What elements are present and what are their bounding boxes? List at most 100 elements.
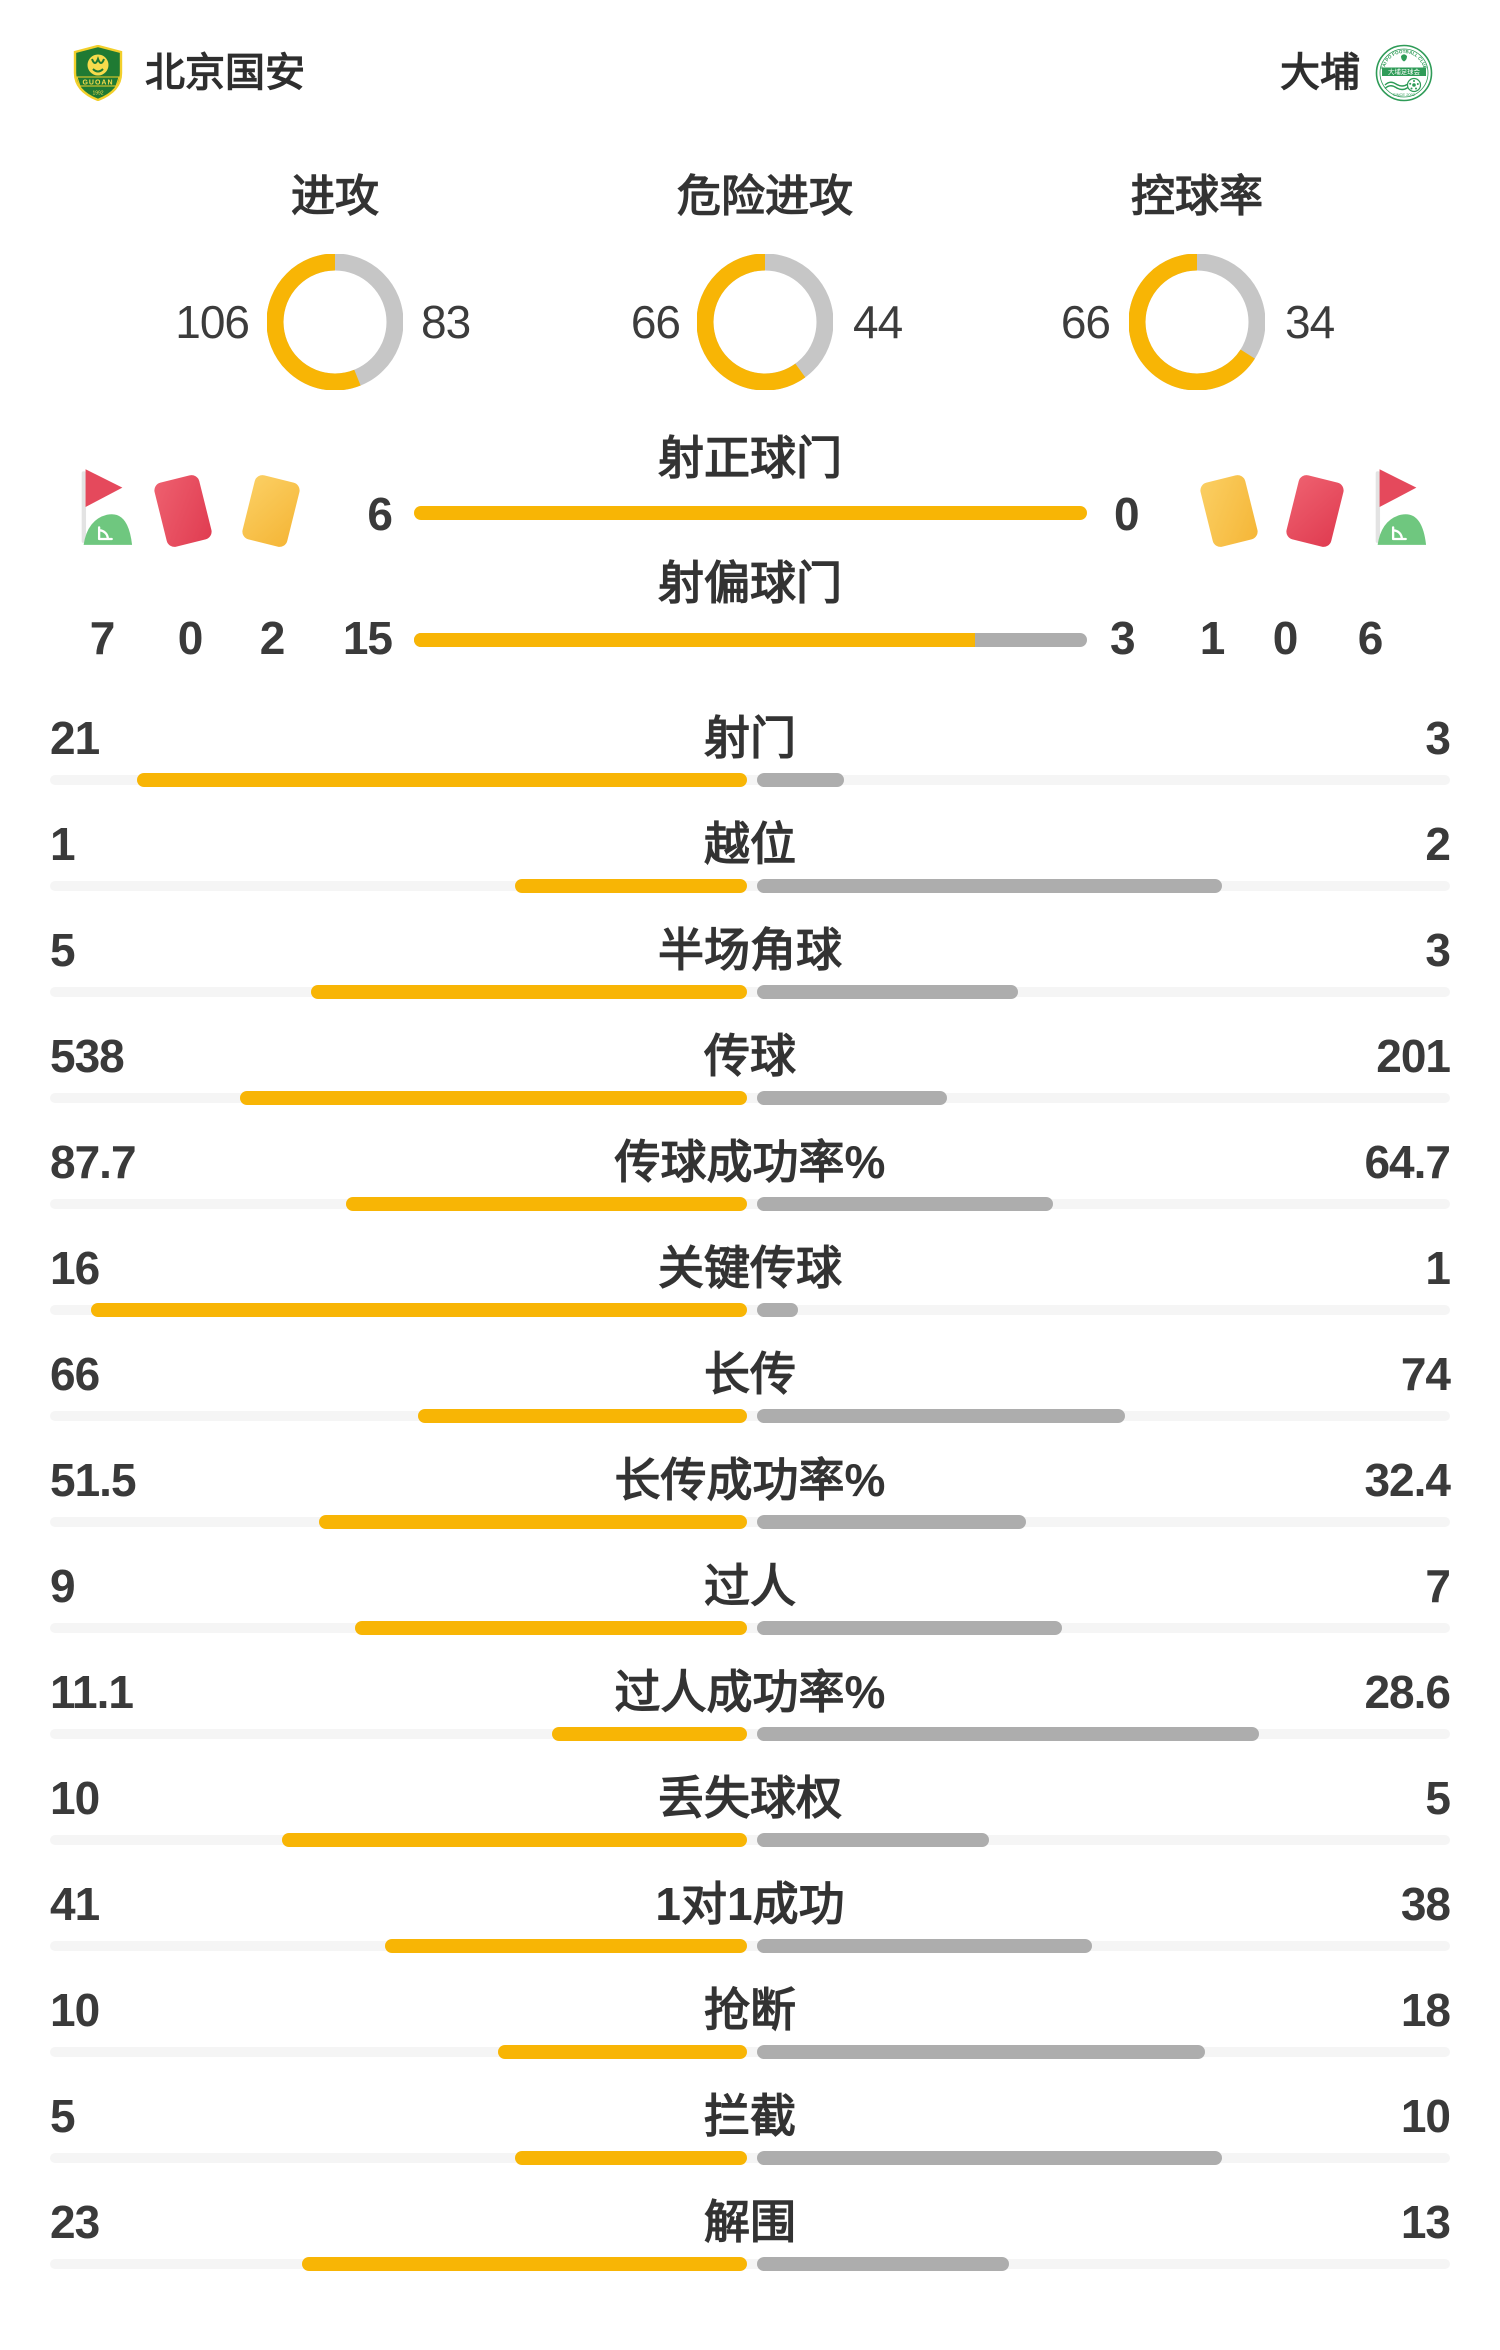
stat-row: 5 拦截 10 (0, 2084, 1500, 2190)
stat-bar-home (552, 1727, 747, 1741)
stat-home-value: 5 (50, 2090, 76, 2142)
svg-text:GUOAN: GUOAN (82, 80, 113, 87)
away-corner-flag-icon (1366, 464, 1428, 552)
stat-home-value: 66 (50, 1348, 100, 1400)
stat-row: 1 越位 2 (0, 812, 1500, 918)
stat-label: 传球 (704, 1030, 796, 1082)
stat-row: 51.5 长传成功率% 32.4 (0, 1448, 1500, 1554)
stat-bar-away (757, 1515, 1027, 1529)
stat-bar-home (319, 1515, 747, 1529)
stat-bar-home (514, 879, 747, 893)
stat-row: 21 射门 3 (0, 706, 1500, 812)
stat-label: 过人成功率% (614, 1666, 886, 1718)
stat-bar-away (757, 1197, 1053, 1211)
stat-home-value: 1 (50, 818, 76, 870)
stat-label: 长传 (704, 1348, 796, 1400)
stat-bar-home (239, 1091, 747, 1105)
stat-home-value: 23 (50, 2196, 100, 2248)
donut-home-value: 106 (175, 296, 250, 348)
stat-away-value: 2 (1425, 818, 1451, 870)
stat-label: 关键传球 (658, 1242, 842, 1294)
stat-label: 拦截 (704, 2090, 796, 2142)
stat-label: 越位 (704, 818, 796, 870)
stat-bar-track (50, 1199, 1450, 1209)
shots-off-target-bar-home-fill (414, 633, 975, 647)
stat-row: 10 丢失球权 5 (0, 1766, 1500, 1872)
stat-label: 传球成功率% (614, 1136, 886, 1188)
home-red-cards-count: 0 (177, 612, 204, 664)
stat-row: 41 1对1成功 38 (0, 1872, 1500, 1978)
stat-label: 长传成功率% (614, 1454, 886, 1506)
stat-bar-away (757, 1621, 1062, 1635)
home-yellow-cards-count: 2 (259, 612, 286, 664)
stat-label: 射门 (704, 712, 796, 764)
stat-row: 87.7 传球成功率% 64.7 (0, 1130, 1500, 1236)
shots-off-away-value: 3 (1110, 612, 1136, 664)
stat-home-value: 10 (50, 1772, 100, 1824)
stat-bar-track (50, 987, 1450, 997)
stat-bar-track (50, 1093, 1450, 1103)
stat-bar-home (418, 1409, 747, 1423)
stat-home-value: 41 (50, 1878, 100, 1930)
stat-row: 23 解围 13 (0, 2190, 1500, 2296)
stat-away-value: 28.6 (1364, 1666, 1451, 1718)
away-corners-count: 6 (1357, 612, 1384, 664)
donut-away-value: 44 (853, 296, 903, 348)
stat-bar-home (91, 1303, 747, 1317)
home-team-header[interactable]: GUOAN 1992 北京国安 (0, 0, 700, 120)
donut-home-value: 66 (1060, 296, 1111, 348)
stat-bar-away (757, 2151, 1222, 2165)
stat-row: 5 半场角球 3 (0, 918, 1500, 1024)
away-team-header[interactable]: 大埔 TAI PO FOOTBALL CLUB 大埔足球会 SINCE 2002 (800, 0, 1500, 120)
possession-donut-chart (1129, 254, 1265, 390)
away-red-cards-count: 0 (1272, 612, 1299, 664)
svg-text:大埔足球会: 大埔足球会 (1388, 67, 1421, 76)
stat-bar-away (757, 1409, 1126, 1423)
stat-bar-track (50, 1729, 1450, 1739)
stat-away-value: 13 (1400, 2196, 1451, 2248)
stat-bar-track (50, 1835, 1450, 1845)
donut-label-dangerous-attacks: 危险进攻 (677, 172, 853, 221)
stat-bar-track (50, 1517, 1450, 1527)
donut-home-value: 66 (630, 296, 681, 348)
stat-row: 10 抢断 18 (0, 1978, 1500, 2084)
attacks-donut-chart (267, 254, 403, 390)
stat-bar-away (757, 2045, 1206, 2059)
home-corners-count: 7 (89, 612, 116, 664)
stat-home-value: 538 (50, 1030, 125, 1082)
stat-bar-away (757, 1939, 1093, 1953)
stat-away-value: 38 (1400, 1878, 1451, 1930)
stat-away-value: 1 (1425, 1242, 1451, 1294)
stat-away-value: 3 (1425, 924, 1451, 976)
home-corner-flag-icon (72, 464, 134, 552)
stat-away-value: 201 (1376, 1030, 1451, 1082)
stat-bar-home (498, 2045, 747, 2059)
donut-away-value: 83 (421, 296, 471, 348)
stat-label: 1对1成功 (655, 1878, 845, 1930)
stat-home-value: 10 (50, 1984, 100, 2036)
stat-bar-track (50, 775, 1450, 785)
stat-bar-away (757, 1833, 990, 1847)
stat-bar-home (385, 1939, 747, 1953)
home-team-logo-icon: GUOAN 1992 (73, 45, 123, 101)
svg-text:1992: 1992 (92, 91, 103, 97)
stat-away-value: 3 (1425, 712, 1451, 764)
stat-label: 过人 (704, 1560, 796, 1612)
away-team-name: 大埔 (1280, 51, 1360, 95)
stat-bar-track (50, 1411, 1450, 1421)
stat-home-value: 51.5 (50, 1454, 137, 1506)
stat-bar-home (311, 985, 747, 999)
donut-label-possession: 控球率 (1131, 172, 1263, 221)
home-team-name: 北京国安 (145, 51, 305, 95)
stat-bar-track (50, 2047, 1450, 2057)
stat-row: 66 长传 74 (0, 1342, 1500, 1448)
stat-label: 丢失球权 (658, 1772, 842, 1824)
stat-bar-away (757, 879, 1222, 893)
stat-bar-home (354, 1621, 747, 1635)
stat-away-value: 32.4 (1364, 1454, 1451, 1506)
shots-off-target-title: 射偏球门 (658, 557, 842, 609)
shots-on-away-value: 0 (1114, 488, 1140, 540)
stat-home-value: 9 (50, 1560, 76, 1612)
shots-on-target-bar (414, 506, 1087, 520)
stat-bar-away (757, 1091, 947, 1105)
